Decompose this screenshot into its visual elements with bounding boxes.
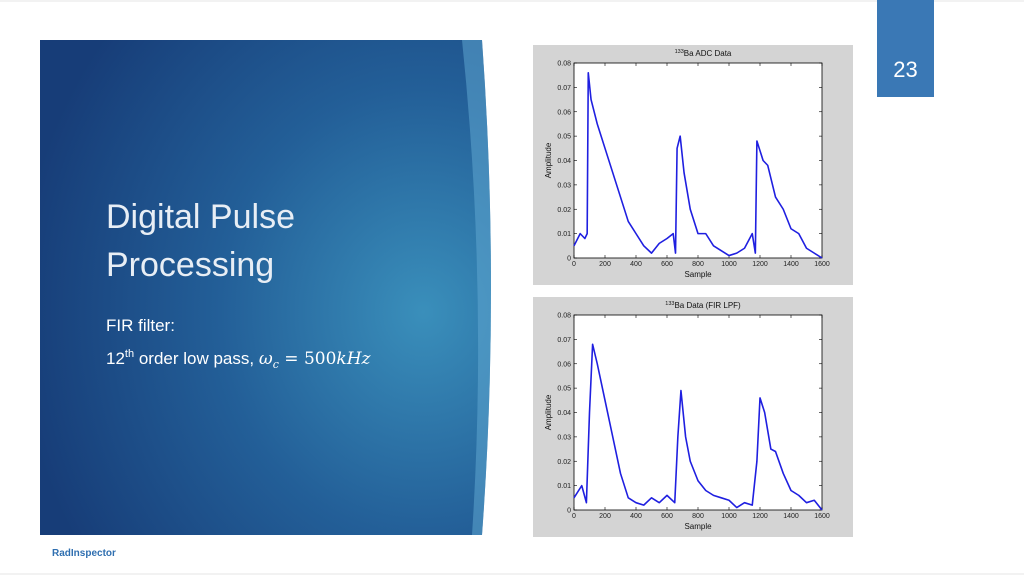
x-tick-label: 1000 bbox=[721, 513, 737, 520]
x-tick-label: 1400 bbox=[783, 513, 799, 520]
x-tick-label: 1000 bbox=[721, 261, 737, 268]
title-superscript: 133 bbox=[675, 49, 684, 55]
x-tick-label: 1400 bbox=[783, 261, 799, 268]
math: ω bbox=[259, 349, 273, 369]
y-tick-label: 0.04 bbox=[557, 158, 571, 165]
math: kHz bbox=[336, 349, 371, 369]
title-text: Ba ADC Data bbox=[684, 49, 732, 58]
y-tick-label: 0.06 bbox=[557, 109, 571, 116]
y-tick-label: 0.03 bbox=[557, 182, 571, 189]
bullet-text: 12 bbox=[106, 349, 125, 368]
math: = 500 bbox=[279, 349, 337, 369]
data-line bbox=[573, 71, 823, 259]
y-tick-label: 0.01 bbox=[557, 483, 571, 490]
bullet-text: order low pass, bbox=[134, 349, 259, 368]
slide-title: Processing bbox=[106, 246, 274, 284]
x-tick-label: 800 bbox=[692, 261, 704, 268]
x-tick-label: 400 bbox=[630, 261, 642, 268]
title-text: Ba Data (FIR LPF) bbox=[674, 301, 741, 310]
page-number: 23 bbox=[893, 57, 917, 82]
x-tick-label: 1200 bbox=[752, 261, 768, 268]
y-tick-label: 0.03 bbox=[557, 434, 571, 441]
x-tick-label: 1600 bbox=[814, 513, 830, 520]
x-tick-label: 0 bbox=[572, 513, 576, 520]
y-tick-label: 0.01 bbox=[557, 231, 571, 238]
panel-accent bbox=[462, 40, 491, 535]
title-superscript: 133 bbox=[665, 301, 674, 307]
data-line bbox=[573, 343, 823, 511]
title-panel bbox=[40, 40, 491, 535]
x-tick-label: 1600 bbox=[814, 261, 830, 268]
y-tick-label: 0.08 bbox=[557, 61, 571, 68]
chart-title: 133Ba ADC Data bbox=[675, 49, 732, 58]
chart-title: 133Ba Data (FIR LPF) bbox=[665, 301, 741, 310]
x-tick-label: 800 bbox=[692, 513, 704, 520]
x-tick-label: 1200 bbox=[752, 513, 768, 520]
page-number-box bbox=[877, 0, 934, 97]
y-tick-label: 0.05 bbox=[557, 386, 571, 393]
y-tick-label: 0.02 bbox=[557, 207, 571, 214]
x-tick-label: 600 bbox=[661, 513, 673, 520]
y-tick-label: 0.07 bbox=[557, 337, 571, 344]
y-tick-label: 0.04 bbox=[557, 410, 571, 417]
x-axis-label: Sample bbox=[684, 522, 712, 531]
y-tick-label: 0.06 bbox=[557, 361, 571, 368]
x-tick-label: 200 bbox=[599, 261, 611, 268]
plot-area bbox=[573, 62, 823, 259]
y-tick-label: 0.08 bbox=[557, 313, 571, 320]
x-axis-label: Sample bbox=[684, 270, 712, 279]
y-tick-label: 0 bbox=[567, 256, 571, 263]
y-axis-label: Amplitude bbox=[544, 142, 553, 178]
x-tick-label: 600 bbox=[661, 261, 673, 268]
superscript: th bbox=[125, 348, 134, 360]
y-tick-label: 0 bbox=[567, 508, 571, 515]
slide-title: Digital Pulse bbox=[106, 198, 295, 236]
y-tick-label: 0.02 bbox=[557, 459, 571, 466]
x-tick-label: 200 bbox=[599, 513, 611, 520]
subscript: c bbox=[273, 358, 279, 371]
footer: RadInspector bbox=[52, 548, 116, 559]
x-tick-label: 0 bbox=[572, 261, 576, 268]
plot-area bbox=[573, 314, 823, 511]
x-tick-label: 400 bbox=[630, 513, 642, 520]
bullet: FIR filter: bbox=[106, 316, 175, 335]
bullet: 12th order low pass, ωc = 500kHz bbox=[106, 348, 372, 371]
y-axis-label: Amplitude bbox=[544, 394, 553, 430]
y-tick-label: 0.07 bbox=[557, 85, 571, 92]
y-tick-label: 0.05 bbox=[557, 134, 571, 141]
